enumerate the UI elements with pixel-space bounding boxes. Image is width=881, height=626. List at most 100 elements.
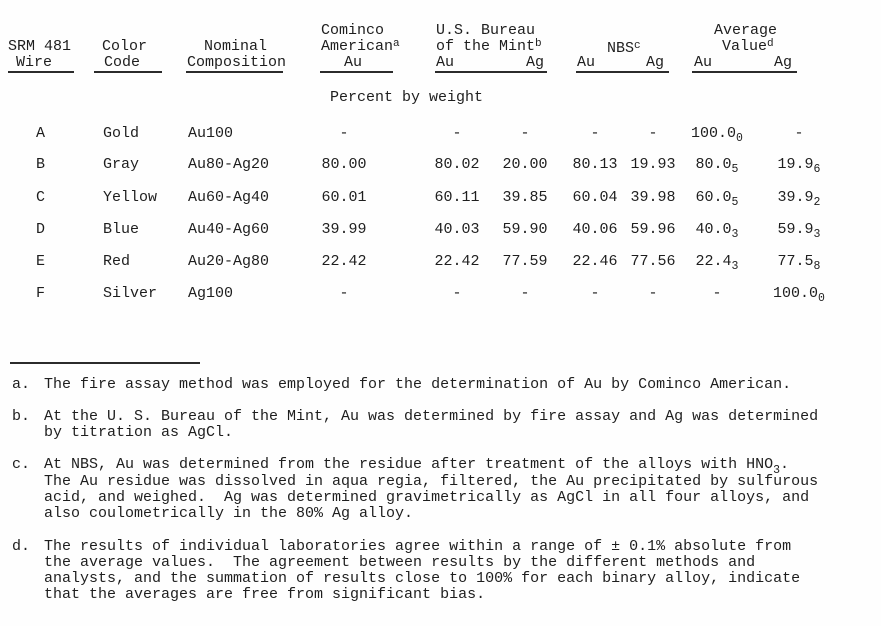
header-avg-name: Value: [722, 38, 768, 55]
mint-ag-value: 39.85: [502, 189, 548, 206]
mint-ag-value: -: [520, 125, 530, 142]
avg-au-subdigit: 5: [731, 196, 739, 209]
table-row: F Silver Ag100 - - - - - - 100.0 0: [0, 285, 881, 306]
underline-wire: [8, 71, 74, 73]
header-nbs-ag: Ag: [646, 54, 665, 71]
wire-code: D: [36, 221, 46, 238]
wire-code: E: [36, 253, 46, 270]
avg-ag-value: -: [770, 126, 828, 142]
footnote-c-text: also coulometrically in the 80% Ag alloy…: [44, 505, 414, 522]
cominco-au-value: 80.00: [321, 156, 367, 173]
header-cominco-line1: Cominco: [321, 22, 385, 39]
header-color-line2: Code: [104, 54, 141, 71]
header-cominco-name: American: [321, 38, 394, 55]
mint-ag-value: 77.59: [502, 253, 548, 270]
underline-comp: [186, 71, 283, 73]
avg-au-value: 80.0 5: [688, 156, 746, 177]
wire-code: B: [36, 156, 46, 173]
color-code: Gold: [103, 125, 140, 142]
underline-color: [94, 71, 162, 73]
nbs-ag-value: 39.98: [630, 189, 676, 206]
footnote-c: c. At NBS, Au was determined from the re…: [12, 457, 872, 522]
color-code: Gray: [103, 156, 140, 173]
footnote-ref-a: a: [393, 38, 400, 50]
underline-cominco: [320, 71, 393, 73]
footnote-c-label: c.: [12, 456, 31, 473]
header-avg-au: Au: [694, 54, 713, 71]
footnote-divider: [10, 362, 200, 364]
composition: Ag100: [188, 285, 234, 302]
header-comp-line1: Nominal: [204, 38, 268, 55]
mint-ag-value: -: [520, 285, 530, 302]
wire-code: C: [36, 189, 46, 206]
header-color-line1: Color: [102, 38, 148, 55]
composition: Au40-Ag60: [188, 221, 270, 238]
underline-mint: [435, 71, 547, 73]
nbs-ag-value: 77.56: [630, 253, 676, 270]
cominco-au-value: 60.01: [321, 189, 367, 206]
footnote-b-label: b.: [12, 408, 31, 425]
header-nbs: NBSc: [607, 40, 641, 58]
avg-ag-main: 100.0: [773, 285, 819, 302]
footnote-ref-b: b: [535, 38, 542, 50]
cominco-au-value: 39.99: [321, 221, 367, 238]
header-cominco-au: Au: [344, 54, 363, 71]
footnote-c-text-post: .: [780, 456, 790, 473]
mint-au-value: -: [452, 125, 462, 142]
footnote-a-text: The fire assay method was employed for t…: [44, 376, 792, 393]
header-mint-line1: U.S. Bureau: [436, 22, 536, 39]
composition: Au80-Ag20: [188, 156, 270, 173]
footnote-d-text: The results of individual laboratories a…: [44, 538, 792, 555]
mint-au-value: 80.02: [434, 156, 480, 173]
composition: Au60-Ag40: [188, 189, 270, 206]
footnote-a: a. The fire assay method was employed fo…: [12, 377, 872, 393]
mint-ag-value: 59.90: [502, 221, 548, 238]
avg-au-main: 80.0: [695, 156, 732, 173]
mint-au-value: -: [452, 285, 462, 302]
footnote-b-text: by titration as AgCl.: [44, 424, 234, 441]
header-avg-line1: Average: [714, 22, 778, 39]
header-mint-line2: of the Mintb: [436, 38, 542, 56]
footnote-c-text-pre: At NBS, Au was determined from the resid…: [44, 456, 774, 473]
avg-ag-value: 39.9 2: [770, 190, 828, 210]
avg-ag-subdigit: 0: [818, 292, 825, 305]
nbs-au-value: 80.13: [572, 156, 618, 173]
header-avg-line2: Valued: [722, 38, 774, 56]
avg-ag-value: 59.9 3: [770, 222, 828, 242]
avg-au-main: -: [712, 285, 722, 302]
mint-au-value: 60.11: [434, 189, 480, 206]
table-row: E Red Au20-Ag80 22.42 22.42 77.59 22.46 …: [0, 253, 881, 274]
avg-ag-subdigit: 6: [813, 163, 821, 176]
avg-ag-main: 19.9: [777, 156, 814, 173]
nbs-ag-value: -: [648, 285, 658, 302]
footnote-c-text: The Au residue was dissolved in aqua reg…: [44, 473, 819, 490]
footnote-ref-d: d: [767, 38, 774, 50]
avg-au-subdigit: 0: [736, 132, 743, 145]
footnote-c-text: At NBS, Au was determined from the resid…: [44, 456, 872, 478]
footnote-d: d. The results of individual laboratorie…: [12, 539, 872, 603]
cominco-au-value: -: [339, 285, 349, 302]
mint-au-value: 22.42: [434, 253, 480, 270]
avg-ag-subdigit: 2: [813, 196, 821, 209]
avg-ag-value: 100.0 0: [770, 285, 828, 306]
footnote-b: b. At the U. S. Bureau of the Mint, Au w…: [12, 409, 872, 441]
underline-nbs: [576, 71, 669, 73]
nbs-ag-value: 19.93: [630, 156, 676, 173]
avg-au-main: 40.0: [695, 221, 732, 238]
avg-au-value: -: [688, 286, 746, 302]
avg-ag-main: 77.5: [777, 253, 814, 270]
header-nbs-name: NBS: [607, 40, 635, 57]
footnote-d-text: that the averages are free from signific…: [44, 586, 486, 603]
wire-code: F: [36, 285, 46, 302]
avg-au-value: 40.0 3: [688, 221, 746, 242]
footnote-b-text: At the U. S. Bureau of the Mint, Au was …: [44, 408, 819, 425]
avg-au-subdigit: 3: [731, 260, 739, 273]
cominco-au-value: 22.42: [321, 253, 367, 270]
header-mint-au: Au: [436, 54, 455, 71]
table-row: B Gray Au80-Ag20 80.00 80.02 20.00 80.13…: [0, 156, 881, 177]
nbs-au-value: -: [590, 125, 600, 142]
nbs-au-value: 22.46: [572, 253, 618, 270]
header-comp-line2: Composition: [187, 54, 287, 71]
footnote-c-text: acid, and weighed. Ag was determined gra…: [44, 489, 810, 506]
